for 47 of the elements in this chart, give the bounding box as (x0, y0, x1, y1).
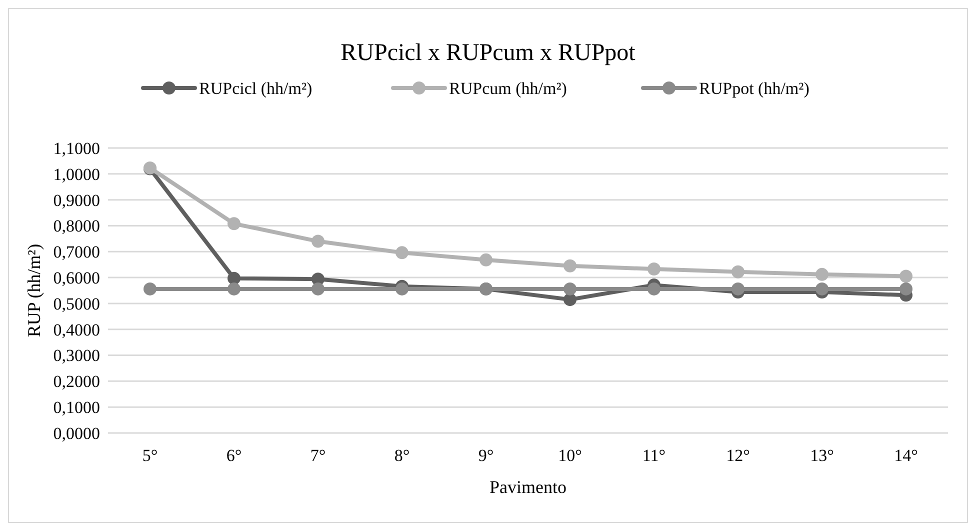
y-tick-label: 0,5000 (53, 294, 100, 314)
chart-title: RUPcicl x RUPcum x RUPpot (340, 40, 636, 66)
y-tick-label: 0,4000 (53, 320, 100, 340)
y-tick-label: 0,6000 (53, 268, 100, 288)
y-tick-label: 0,0000 (53, 424, 100, 443)
x-tick-label: 12° (726, 446, 750, 465)
point (396, 246, 408, 260)
legend-label: RUPcicl (hh/m²) (199, 78, 312, 98)
y-tick-label: 0,8000 (53, 216, 100, 236)
x-tick-label: 9° (478, 446, 494, 465)
point (816, 282, 828, 296)
y-tick-label: 0,3000 (53, 346, 100, 366)
point (312, 282, 324, 296)
point (228, 217, 240, 230)
x-tick-label: 11° (642, 446, 666, 465)
point (648, 262, 660, 276)
point (900, 270, 912, 283)
x-axis-title: Pavimento (490, 477, 566, 497)
y-tick-label: 0,7000 (53, 242, 100, 262)
y-tick-label: 0,2000 (53, 372, 100, 392)
x-tick-label: 7° (310, 446, 326, 465)
x-tick-label: 13° (810, 446, 834, 465)
legend-label: RUPpot (hh/m²) (699, 78, 810, 98)
point (564, 282, 576, 296)
point (144, 282, 156, 296)
point (480, 253, 492, 266)
point (228, 282, 240, 296)
y-tick-label: 0,9000 (53, 190, 100, 210)
y-tick-label: 1,0000 (53, 164, 100, 184)
y-tick-label: 0,1000 (53, 398, 100, 418)
point (564, 259, 576, 272)
x-tick-label: 5° (142, 446, 158, 465)
point (648, 282, 660, 296)
x-tick-label: 10° (558, 446, 582, 465)
point (732, 282, 744, 296)
legend-label: RUPcum (hh/m²) (449, 78, 567, 98)
point (732, 265, 744, 278)
y-axis-title: RUP (hh/m²) (24, 244, 44, 338)
x-tick-label: 8° (394, 446, 410, 465)
x-tick-label: 6° (226, 446, 242, 465)
point (900, 282, 912, 296)
point (564, 293, 576, 306)
point (396, 282, 408, 296)
point (816, 268, 828, 281)
x-tick-label: 14° (894, 446, 918, 465)
point (312, 234, 324, 248)
y-tick-label: 1,1000 (53, 138, 100, 158)
